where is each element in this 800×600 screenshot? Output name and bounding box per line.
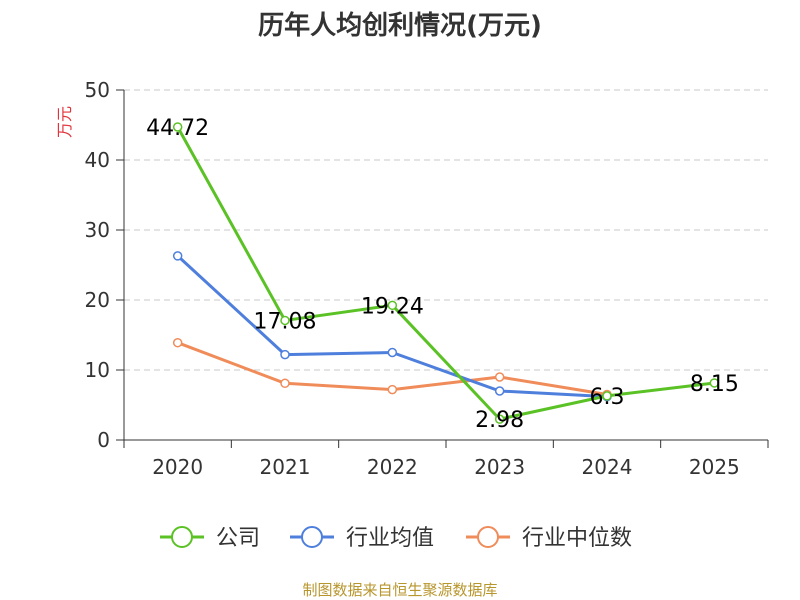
y-tick-label: 10 bbox=[85, 358, 110, 382]
data-point[interactable] bbox=[494, 414, 505, 424]
series-lines bbox=[172, 122, 720, 424]
y-tick-label: 20 bbox=[85, 288, 110, 312]
data-point[interactable] bbox=[602, 391, 612, 401]
legend-label: 行业中位数 bbox=[522, 526, 632, 551]
data-label: 17.08 bbox=[254, 309, 317, 334]
legend-label: 公司 bbox=[216, 526, 260, 551]
axes: 0 10 20 30 40 50 2020 2021 2022 2023 2024 2025 bbox=[85, 78, 769, 479]
data-point[interactable] bbox=[387, 347, 398, 358]
y-tick-label: 40 bbox=[85, 148, 110, 172]
x-tick-label: 2025 bbox=[689, 455, 740, 479]
source-note: 制图数据来自恒生聚源数据库 bbox=[302, 581, 497, 599]
legend-item-3[interactable]: 行业中位数 bbox=[466, 526, 632, 551]
data-label: 19.24 bbox=[361, 294, 424, 319]
data-point[interactable] bbox=[387, 300, 398, 311]
data-point[interactable] bbox=[494, 372, 505, 382]
legend-marker bbox=[301, 526, 323, 548]
series-2 bbox=[172, 251, 612, 402]
legend-item-1[interactable]: 公司 bbox=[160, 526, 260, 551]
data-label: 44.72 bbox=[146, 116, 209, 141]
data-point[interactable] bbox=[280, 378, 290, 389]
y-tick-label: 30 bbox=[85, 218, 110, 242]
x-tick-label: 2022 bbox=[367, 455, 418, 479]
gridlines bbox=[124, 89, 768, 371]
data-point[interactable] bbox=[709, 378, 720, 388]
data-point[interactable] bbox=[280, 315, 290, 326]
series-3 bbox=[172, 337, 612, 400]
data-point[interactable] bbox=[280, 349, 290, 360]
data-label: 2.98 bbox=[475, 408, 524, 433]
y-tick-label: 50 bbox=[85, 78, 110, 102]
x-tick-label: 2024 bbox=[582, 455, 633, 479]
legend-marker bbox=[477, 526, 499, 548]
legend-label: 行业均值 bbox=[346, 526, 434, 551]
series-line bbox=[176, 254, 608, 399]
data-point[interactable] bbox=[172, 337, 183, 348]
data-label: 6.3 bbox=[590, 385, 625, 410]
data-point[interactable] bbox=[172, 251, 183, 261]
chart-title: 历年人均创利情况(万元) bbox=[258, 10, 542, 41]
y-tick-label: 0 bbox=[97, 428, 110, 452]
y-axis-label: 万元 bbox=[55, 106, 74, 138]
data-point[interactable] bbox=[494, 386, 505, 396]
data-labels: 44.72 17.08 19.24 2.98 6.3 8.15 bbox=[146, 116, 739, 433]
data-point[interactable] bbox=[387, 384, 398, 395]
legend-marker bbox=[171, 526, 193, 548]
data-point[interactable] bbox=[172, 122, 183, 132]
x-tick-label: 2021 bbox=[260, 455, 311, 479]
data-label: 8.15 bbox=[690, 372, 739, 397]
legend-item-2[interactable]: 行业均值 bbox=[290, 526, 434, 551]
series-line bbox=[176, 126, 715, 421]
x-tick-label: 2020 bbox=[152, 455, 203, 479]
legend[interactable]: 公司 行业均值 行业中位数 bbox=[160, 526, 632, 551]
series-1 bbox=[172, 122, 720, 424]
x-tick-label: 2023 bbox=[474, 455, 525, 479]
